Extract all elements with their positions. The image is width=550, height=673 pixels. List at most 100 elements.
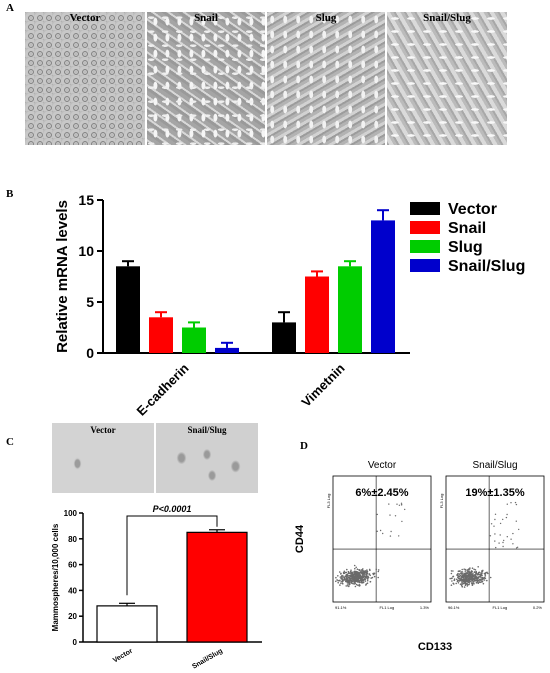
y-axis-label: Mammospheres/10,000 cells: [51, 523, 60, 631]
flow-dot: [464, 568, 467, 571]
flow-dot: [346, 585, 349, 587]
panel-b-letter: B: [6, 188, 14, 200]
flow-dot: [354, 567, 356, 570]
flow-dot: [468, 582, 471, 584]
y-axis-tick: FL3 Log: [439, 494, 444, 509]
flow-dot: [489, 576, 492, 579]
flow-dot: [375, 568, 378, 571]
flow-dot: [506, 536, 508, 538]
flow-dot: [510, 538, 512, 540]
flow-dot: [474, 579, 476, 582]
flow-dot: [359, 575, 362, 577]
flow-dot: [510, 502, 512, 504]
flow-dot: [338, 571, 341, 573]
flow-dot: [389, 535, 392, 537]
legend-label: Snail: [448, 220, 486, 237]
flow-dot: [337, 581, 339, 584]
y-tick-label: 0: [86, 345, 94, 361]
y-tick-label: 20: [68, 612, 77, 621]
flow-dot: [451, 580, 453, 582]
flow-dot: [475, 570, 477, 573]
x-tick-label: E-cadherin: [134, 360, 192, 418]
flow-dot: [480, 570, 483, 572]
flow-dot: [466, 583, 469, 585]
bar: [305, 276, 329, 353]
flow-dot: [473, 571, 476, 573]
flow-dot: [472, 575, 475, 577]
y-tick-label: 5: [86, 294, 94, 310]
flow-dot: [348, 581, 350, 584]
flow-dot: [514, 501, 517, 504]
flow-dot: [473, 574, 476, 576]
flow-dot: [400, 502, 403, 504]
flow-dot: [352, 582, 354, 585]
flow-dot: [461, 568, 463, 571]
flow-dot: [464, 584, 467, 587]
flow-dot: [372, 572, 374, 575]
flow-dot: [354, 573, 357, 575]
flow-dot: [457, 576, 459, 579]
flow-dot: [499, 522, 502, 525]
mammosphere-label: Snail/Slug: [187, 425, 227, 435]
percent-label: 6%±2.45%: [355, 487, 408, 499]
flow-dot: [362, 572, 364, 574]
mammosphere-label: Vector: [90, 425, 116, 435]
flow-dot: [335, 580, 337, 583]
flow-dot: [398, 504, 401, 506]
flow-dot: [502, 541, 504, 544]
flow-dot: [357, 584, 359, 586]
flow-dot: [465, 582, 467, 585]
flow-dot: [376, 513, 378, 516]
flow-dot: [350, 569, 352, 571]
flow-dot: [473, 583, 475, 585]
flow-dot: [515, 547, 518, 549]
flow-dot: [499, 534, 501, 536]
flow-dot: [512, 532, 514, 535]
flow-dot: [480, 581, 483, 583]
flow-dot: [347, 576, 350, 579]
flow-dot: [490, 523, 493, 525]
legend-label: Slug: [448, 239, 483, 256]
flow-dot: [345, 576, 348, 579]
x-tick-label: Snail/Slug: [191, 648, 224, 671]
flow-dot: [468, 580, 470, 582]
flow-dot: [373, 575, 376, 578]
flow-dot: [515, 520, 517, 522]
flow-dot: [341, 577, 343, 579]
flow-dot: [367, 575, 369, 578]
flow-dot: [358, 569, 360, 571]
flow-dots: [335, 502, 406, 588]
flow-dot: [351, 582, 353, 584]
flow-dot: [463, 575, 465, 577]
flow-dot: [351, 575, 353, 578]
flow-dot: [455, 578, 458, 581]
flow-dot: [515, 503, 518, 506]
flow-dot: [366, 579, 369, 582]
flow-dot: [475, 581, 478, 584]
flow-dot: [361, 575, 364, 577]
flow-dot: [453, 578, 456, 580]
flow-dot: [352, 571, 354, 573]
flow-dot: [470, 575, 472, 578]
flow-dot: [470, 577, 472, 579]
flow-dot: [379, 529, 382, 532]
flow-dot: [361, 571, 363, 574]
y-axis-label: Relative mRNA levels: [54, 200, 71, 353]
flow-dot: [494, 513, 497, 515]
flow-dot: [482, 577, 484, 580]
flow-dot: [506, 513, 508, 516]
legend-swatch: [410, 259, 440, 272]
flow-dot: [359, 576, 362, 579]
flow-dot: [339, 576, 342, 578]
flow-dot: [473, 568, 475, 571]
flow-dot: [350, 580, 352, 583]
flow-dot: [452, 570, 454, 572]
flow-dot: [450, 572, 453, 575]
flow-dot: [464, 581, 467, 583]
legend-swatch: [410, 221, 440, 234]
quadrant-value: 1.3%: [420, 605, 430, 610]
flow-dot: [366, 582, 369, 584]
flow-dot: [505, 516, 508, 519]
flow-dot: [357, 573, 360, 575]
flow-dot: [349, 574, 351, 577]
